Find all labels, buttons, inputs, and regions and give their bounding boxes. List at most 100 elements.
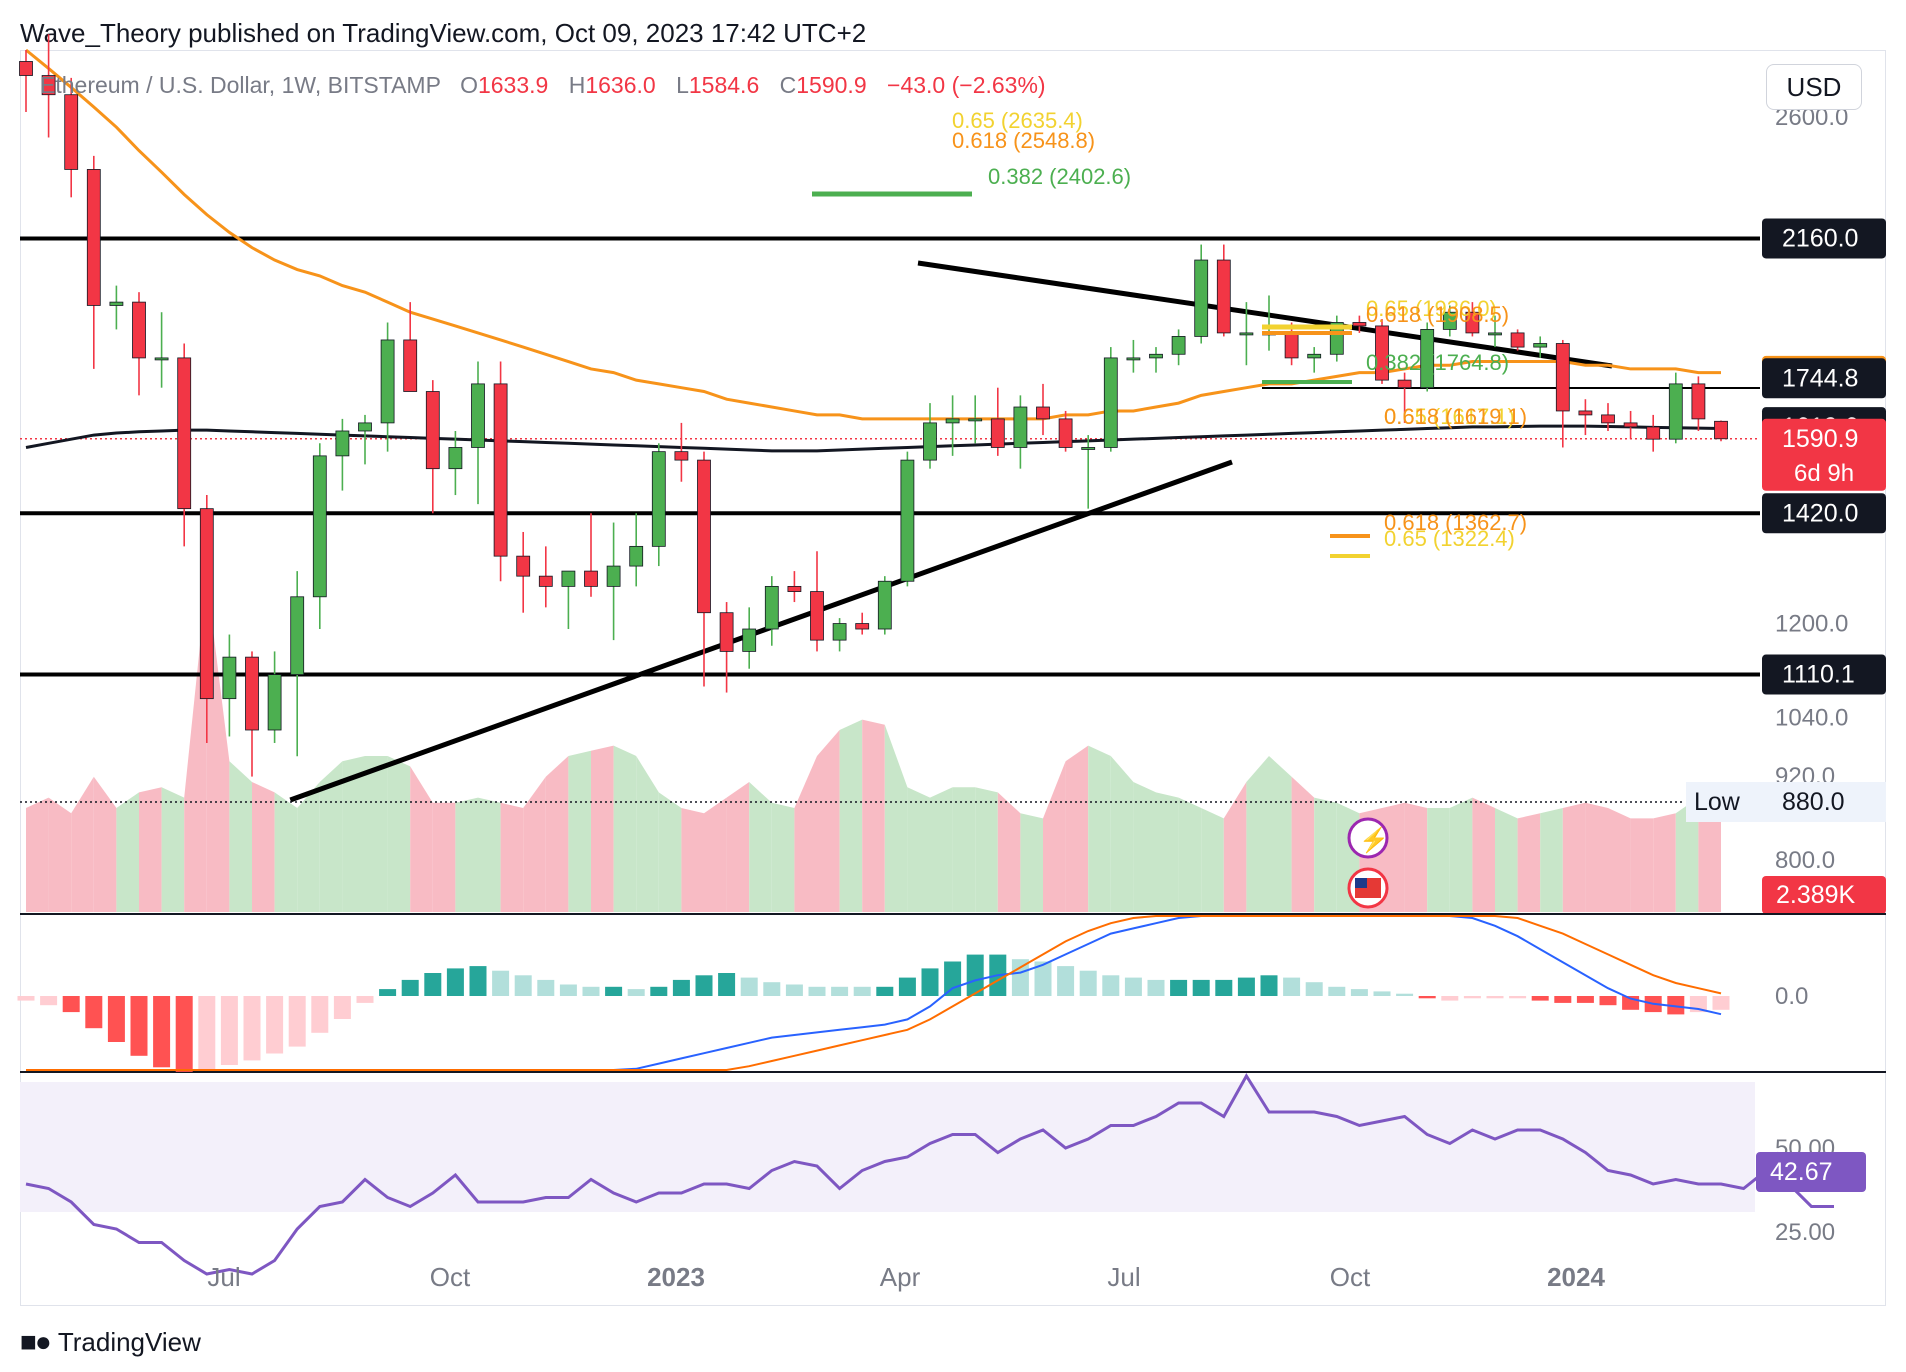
macd-histogram-bar	[401, 979, 419, 996]
macd-histogram-bar	[1463, 996, 1481, 999]
candle-body	[448, 447, 463, 470]
candle-body	[787, 585, 802, 592]
candle-body	[1081, 447, 1096, 450]
macd-histogram-bar	[695, 975, 713, 996]
volume-area	[1404, 802, 1428, 912]
candle-body	[1533, 343, 1548, 348]
candle-body	[493, 383, 508, 557]
volume-area	[1472, 797, 1495, 912]
macd-histogram-bar	[1509, 996, 1527, 999]
legend-low: 1584.6	[688, 72, 760, 98]
low-label-box	[1686, 782, 1762, 822]
time-axis-tick: Apr	[880, 1262, 921, 1292]
rsi-band	[20, 1082, 1755, 1212]
lightning-glyph-icon: ⚡	[1359, 826, 1389, 854]
volume-area	[568, 750, 591, 912]
volume-area	[297, 782, 320, 912]
macd-histogram-bar	[1011, 959, 1029, 996]
macd-histogram-bar	[40, 996, 58, 1006]
volume-area	[591, 745, 614, 912]
volume-area	[613, 745, 637, 912]
volume-area	[500, 802, 524, 912]
macd-axis-tick: 0.0	[1775, 983, 1808, 1010]
price-badge-text: 1420.0	[1782, 499, 1858, 527]
price-axis-tick: 1200.0	[1775, 611, 1848, 638]
tradingview-logo[interactable]: ■● TradingView	[20, 1326, 201, 1358]
fib-label: 0.618 (2548.8)	[952, 128, 1095, 153]
volume-area	[1133, 782, 1156, 912]
candle-body	[606, 565, 621, 587]
macd-histogram-bar	[763, 982, 781, 996]
volume-area	[410, 766, 433, 912]
tradingview-mark-icon: ■●	[20, 1326, 52, 1357]
price-badge	[1762, 418, 1886, 491]
upper-trendline	[917, 260, 1613, 369]
legend-o-label: O	[460, 72, 478, 98]
price-badge	[1762, 654, 1886, 695]
macd-histogram-bar	[898, 977, 916, 996]
volume-area	[116, 792, 139, 912]
price-badge-text: 1110.1	[1782, 661, 1855, 689]
candle-body	[855, 623, 870, 630]
legend-change: −43.0 (−2.63%)	[887, 72, 1046, 98]
volume-area	[749, 782, 772, 912]
macd-histogram-bar	[1554, 996, 1572, 1003]
volume-area	[907, 787, 930, 912]
macd-histogram-bar	[921, 968, 939, 996]
low-label: Low	[1694, 788, 1741, 816]
macd-histogram-bar	[1576, 996, 1594, 1003]
macd-histogram-bar	[1396, 993, 1414, 996]
candle-body	[380, 339, 395, 424]
macd-histogram-bar	[1034, 961, 1052, 996]
macd-histogram-bar	[198, 996, 216, 1070]
candle-body	[1036, 406, 1050, 420]
candle-body	[222, 656, 237, 700]
volume-area	[1043, 761, 1066, 912]
volume-area	[1449, 797, 1473, 912]
candle-body	[1103, 357, 1118, 448]
candle-body	[267, 674, 282, 731]
macd-histogram-bar	[740, 977, 758, 996]
macd-histogram-bar	[582, 986, 600, 996]
candle-body	[41, 75, 56, 96]
volume-area	[1178, 797, 1202, 912]
macd-histogram-bar	[1531, 996, 1549, 1001]
macd-histogram-bar	[1102, 975, 1120, 996]
candle-body	[1307, 353, 1322, 359]
legend-symbol-text: Ethereum / U.S. Dollar, 1W, BITSTAMP	[40, 72, 441, 98]
candle-body	[516, 555, 531, 577]
price-axis-tick: 800.0	[1775, 847, 1835, 874]
candle-body	[425, 391, 440, 470]
volume-area	[1630, 818, 1654, 912]
candle-body	[651, 451, 666, 547]
macd-histogram-bar	[650, 986, 668, 996]
volume-area	[93, 776, 117, 912]
time-axis-tick: 2023	[647, 1262, 705, 1292]
candle-body	[1442, 311, 1457, 330]
candle-body	[109, 301, 124, 306]
candle-body	[674, 451, 689, 461]
macd-histogram-bar	[1328, 986, 1346, 996]
volume-area	[26, 797, 49, 912]
candle-body	[1623, 422, 1638, 428]
volume-area	[1427, 808, 1450, 912]
macd-histogram-bar	[333, 996, 351, 1019]
legend-high: 1636.0	[585, 72, 656, 98]
price-badge	[1762, 218, 1886, 259]
candle-body	[764, 585, 779, 630]
currency-button[interactable]: USD	[1766, 64, 1862, 110]
macd-histogram-bar	[1418, 996, 1436, 999]
rsi-badge	[1756, 1152, 1866, 1192]
tradingview-brand: TradingView	[57, 1326, 201, 1357]
volume-area	[726, 782, 750, 912]
ema50-line	[25, 48, 1721, 421]
volume-area	[523, 776, 546, 912]
rsi-axis-tick: 25.00	[1775, 1219, 1835, 1246]
macd-histogram-bar	[62, 996, 80, 1013]
candle-body	[1691, 383, 1706, 420]
candle-body	[538, 575, 553, 587]
volume-area	[1562, 802, 1586, 912]
macd-histogram-bar	[785, 984, 803, 996]
candle-body	[1555, 343, 1570, 412]
